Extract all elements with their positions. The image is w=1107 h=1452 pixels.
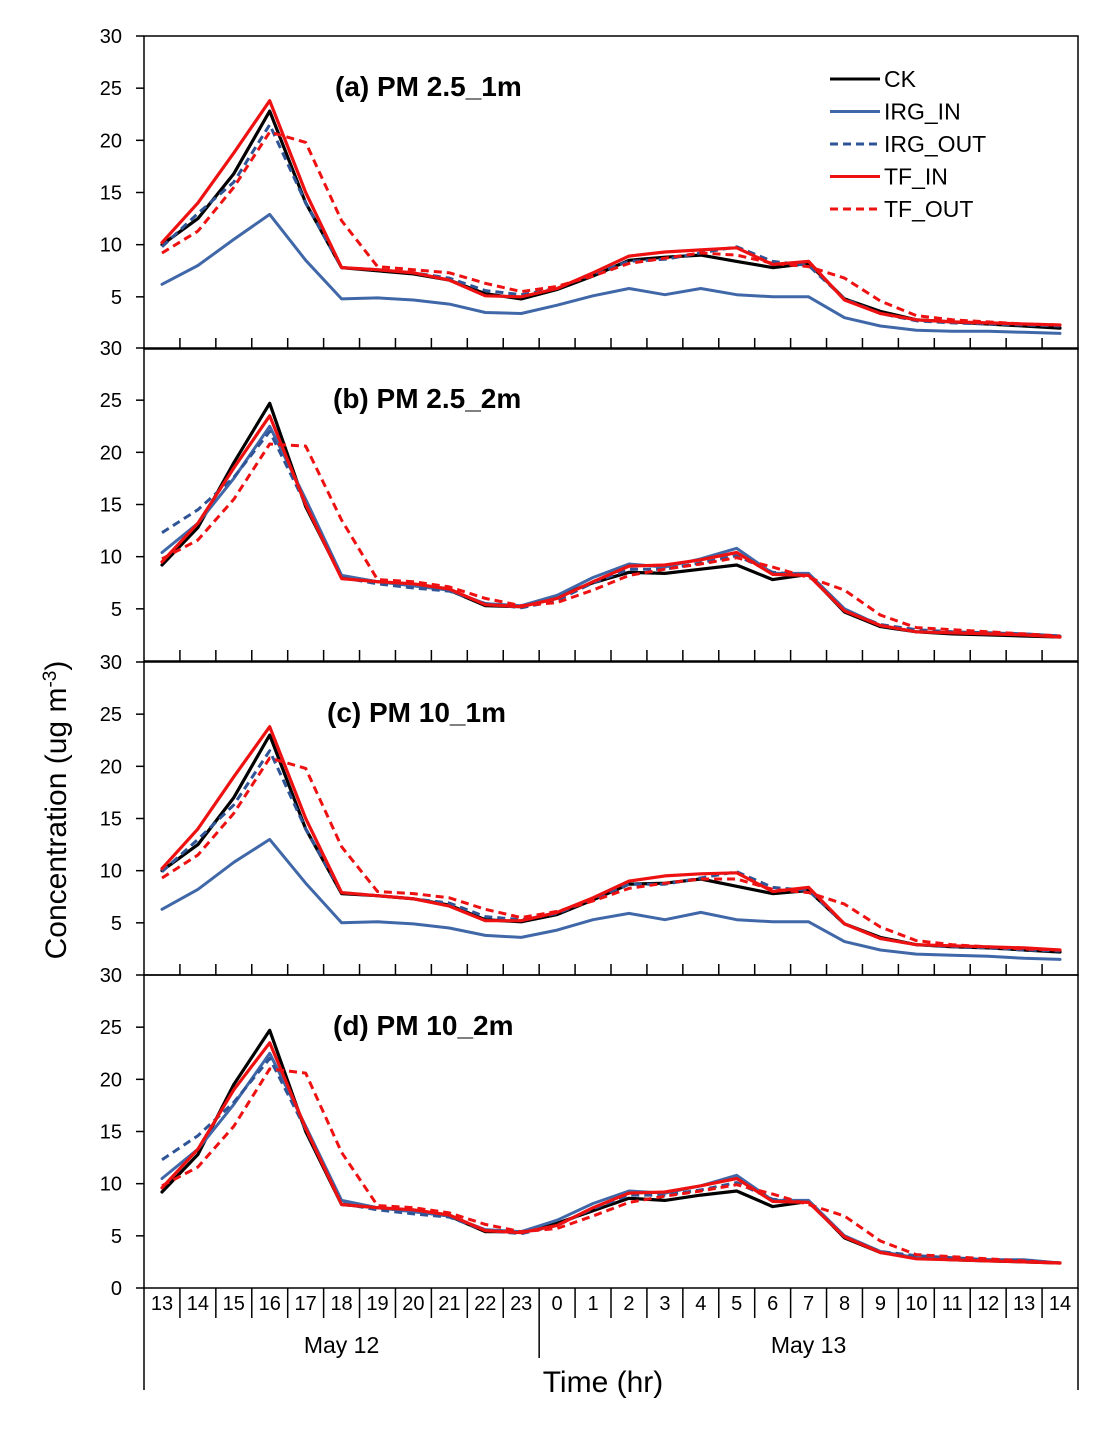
y-tick-label: 15 — [100, 495, 122, 517]
series-line-tf-out — [161, 130, 1061, 327]
panel-frame — [143, 35, 1079, 350]
y-tick-label: 15 — [100, 809, 122, 831]
y-tick-label: 25 — [100, 78, 122, 100]
y-tick-label: 5 — [111, 599, 122, 621]
y-tick-label: 20 — [100, 442, 122, 464]
y-tick-label: 10 — [100, 1174, 122, 1196]
y-tick-label: 20 — [100, 756, 122, 778]
y-tick-label: 10 — [100, 547, 122, 569]
series-line-tf-out — [161, 1067, 1061, 1265]
panel-d: 0 5 10 15 20 25 30 (d) PM 10_2m — [100, 965, 1079, 1300]
panel-title: (d) PM 10_2m — [333, 1010, 514, 1041]
series-line-irg-out — [161, 430, 1061, 638]
x-tick-label: 8 — [839, 1293, 850, 1315]
x-axis-title: Time (hr) — [543, 1366, 664, 1399]
legend-label: IRG_IN — [884, 99, 961, 125]
y-tick-label: 25 — [100, 390, 122, 412]
x-tick-label: 13 — [1013, 1293, 1035, 1315]
series-line-ck — [160, 733, 1062, 954]
x-tick-label: 14 — [1049, 1293, 1071, 1315]
y-tick-label: 25 — [100, 704, 122, 726]
x-tick-label: 22 — [474, 1293, 496, 1315]
x-tick-label: 3 — [659, 1293, 670, 1315]
y-axis-title-close: ) — [40, 661, 73, 671]
panel-frame — [143, 347, 1079, 662]
x-tick-label: 21 — [438, 1293, 460, 1315]
x-tick-label: 1 — [587, 1293, 598, 1315]
x-tick-label: 5 — [731, 1293, 742, 1315]
x-tick-label: 7 — [803, 1293, 814, 1315]
x-tick-label: 2 — [623, 1293, 634, 1315]
panel-title: (a) PM 2.5_1m — [335, 71, 522, 102]
legend: CK IRG_IN IRG_OUT TF_IN TF_OUT — [830, 66, 986, 222]
x-tick-label: 11 — [942, 1293, 963, 1315]
series-line-ck — [160, 1028, 1062, 1265]
x-tick-label: 18 — [330, 1293, 352, 1315]
series-line-irg-out — [160, 123, 1061, 328]
y-tick-label: 5 — [111, 287, 122, 309]
y-axis-title-main: Concentration (ug m — [40, 688, 73, 960]
series-line-tf-out — [161, 756, 1061, 952]
legend-label: TF_OUT — [884, 196, 973, 222]
y-tick-label: 30 — [100, 26, 122, 48]
y-tick-label: 20 — [100, 1069, 122, 1091]
x-tick-label: 16 — [259, 1293, 281, 1315]
panel-b: 5 10 15 20 25 30 (b) PM 2.5_2m — [100, 338, 1079, 662]
x-tick-label: 9 — [875, 1293, 886, 1315]
series-line-tf-in — [160, 1041, 1062, 1265]
y-tick-label: 0 — [111, 1278, 122, 1300]
series-line-irg-in — [160, 424, 1062, 638]
x-tick-label: 20 — [402, 1293, 424, 1315]
panel-a: 5 10 15 20 25 30 (a) PM 2.5_1m — [100, 26, 1079, 350]
x-tick-label: 12 — [977, 1293, 999, 1315]
series-line-tf-in — [160, 99, 1062, 327]
x-tick-label: 13 — [151, 1293, 173, 1315]
y-tick-label: 15 — [100, 183, 122, 205]
y-tick-label: 30 — [100, 338, 122, 360]
y-tick-label: 25 — [100, 1017, 122, 1039]
series-line-irg-out — [161, 1057, 1061, 1265]
series-line-tf-in — [160, 414, 1062, 639]
y-axis-title-sup: -3 — [40, 671, 61, 688]
series-line-irg-in — [160, 1051, 1062, 1265]
date-group-label: May 12 — [304, 1332, 379, 1358]
panels-layer: 5 10 15 20 25 30 (a) PM 2.5_1m 5 10 15 20 25 30 (b) P… — [100, 26, 1079, 1300]
x-tick-label: 14 — [187, 1293, 209, 1315]
y-tick-label: 20 — [100, 130, 122, 152]
x-tick-label: 10 — [905, 1293, 927, 1315]
panel-title: (c) PM 10_1m — [327, 697, 506, 728]
y-tick-label: 5 — [111, 913, 122, 935]
y-axis-title: Concentration (ug m-3) — [40, 661, 74, 960]
series-line-tf-out — [161, 442, 1061, 638]
x-tick-label: 6 — [767, 1293, 778, 1315]
panel-title: (b) PM 2.5_2m — [333, 383, 521, 414]
y-tick-label: 10 — [100, 235, 122, 257]
x-tick-label: 15 — [223, 1293, 245, 1315]
series-line-irg-in — [160, 212, 1062, 335]
y-tick-label: 10 — [100, 861, 122, 883]
x-tick-label: 17 — [295, 1293, 317, 1315]
y-tick-label: 30 — [100, 652, 122, 674]
legend-label: CK — [884, 66, 917, 92]
x-tick-label: 0 — [552, 1293, 563, 1315]
series-line-irg-in — [160, 837, 1062, 961]
series-line-ck — [160, 401, 1062, 639]
x-tick-label: 4 — [695, 1293, 706, 1315]
legend-label: TF_IN — [884, 164, 948, 190]
panel-c: 5 10 15 20 25 30 (c) PM 10_1m — [100, 652, 1079, 976]
y-tick-label: 30 — [100, 965, 122, 987]
panel-frame — [143, 974, 1079, 1289]
x-axis: 13 14 15 16 17 18 19 20 21 22 23 0 1 2 3 4 5 6 7 8 9 10 11 12 13… — [143, 1288, 1079, 1390]
x-tick-label: 19 — [366, 1293, 388, 1315]
series-line-irg-out — [160, 749, 1061, 953]
y-tick-label: 15 — [100, 1122, 122, 1144]
series-line-tf-in — [160, 725, 1062, 952]
legend-label: IRG_OUT — [884, 131, 986, 157]
x-tick-label: 23 — [510, 1293, 532, 1315]
date-group-label: May 13 — [771, 1332, 846, 1358]
y-tick-label: 5 — [111, 1226, 122, 1248]
panel-frame — [143, 661, 1079, 976]
